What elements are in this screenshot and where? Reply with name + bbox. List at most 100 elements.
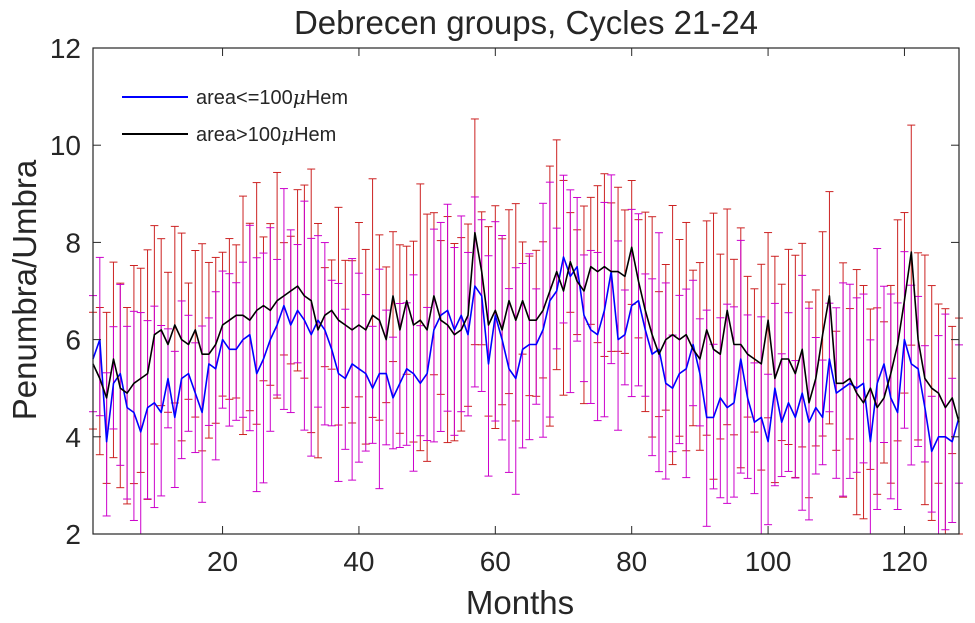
errorbar <box>852 297 861 473</box>
x-tick-label: 120 <box>881 546 928 577</box>
series-line-small-area <box>92 256 960 453</box>
axis-ticks: 20 40 60 80 100 120 2 4 6 8 10 12 <box>50 33 959 577</box>
errorbar <box>450 247 459 436</box>
errorbar <box>204 317 213 426</box>
errorbar <box>634 213 643 387</box>
errorbar <box>941 313 950 531</box>
errorbar <box>736 239 745 474</box>
errorbar <box>525 253 534 441</box>
y-tick-label: 2 <box>65 519 81 550</box>
y-axis-label: Penumbra/Umbra <box>6 159 43 420</box>
errorbar <box>518 263 527 449</box>
errorbar <box>286 229 295 414</box>
errorbar <box>429 228 438 443</box>
errorbar <box>129 310 138 521</box>
y-tick-label: 4 <box>65 422 81 453</box>
errorbar <box>859 293 868 464</box>
errorbar <box>845 283 854 479</box>
errorbar <box>620 289 629 386</box>
errorbar <box>123 325 132 500</box>
errorbar <box>804 307 813 521</box>
errorbar <box>327 279 336 427</box>
errorbar <box>948 377 957 523</box>
errorbar <box>839 282 848 497</box>
errorbar <box>491 221 500 422</box>
errorbar <box>750 362 759 495</box>
errorbar <box>586 249 595 404</box>
series-line-large-area <box>92 231 960 423</box>
errorbar <box>191 342 200 454</box>
errorbar <box>566 189 575 394</box>
errorbar <box>648 278 657 457</box>
errorbar <box>641 273 650 397</box>
errorbar <box>348 258 357 481</box>
errorbar <box>532 288 541 405</box>
errorbar <box>198 325 207 503</box>
errorbar <box>607 174 616 365</box>
y-tick-label: 10 <box>50 130 81 161</box>
errorbar <box>559 174 568 324</box>
errorbar <box>927 395 936 513</box>
x-tick-label: 20 <box>207 546 238 577</box>
errorbar <box>232 282 241 421</box>
x-tick-label: 60 <box>480 546 511 577</box>
errorbar <box>723 303 732 504</box>
plot-area <box>93 48 959 534</box>
x-tick-label: 100 <box>745 546 792 577</box>
errorbar <box>245 224 254 432</box>
errorbar <box>389 336 398 450</box>
plot-frame <box>92 47 960 535</box>
errorbar <box>579 254 588 383</box>
errorbar <box>368 325 377 444</box>
errorbar <box>511 267 520 495</box>
chart-title: Debrecen groups, Cycles 21-24 <box>294 4 758 41</box>
series-lines <box>92 231 960 453</box>
errorbar <box>259 252 268 484</box>
errorbar <box>484 255 493 477</box>
errorbar <box>716 317 725 499</box>
errorbar <box>382 309 391 446</box>
errorbar <box>675 294 684 445</box>
y-tick-label: 8 <box>65 227 81 258</box>
errorbar <box>95 256 104 417</box>
errorbar <box>320 242 329 426</box>
errorbar <box>273 258 282 396</box>
errorbar <box>764 373 773 526</box>
errorbar <box>777 353 786 478</box>
errorbar <box>873 248 882 510</box>
errorbar <box>334 282 343 482</box>
errorbar <box>791 360 800 479</box>
errorbar <box>504 288 513 473</box>
errorbar <box>416 325 425 437</box>
errorbar <box>539 202 548 438</box>
x-tick-label: 80 <box>616 546 647 577</box>
errorbar <box>682 288 691 479</box>
errorbar <box>109 326 118 430</box>
errorbar <box>279 188 288 410</box>
errorbar <box>211 291 220 461</box>
legend-label-small-area: area<=100μHem <box>196 85 348 109</box>
errorbar <box>457 215 466 413</box>
errorbar <box>702 309 711 527</box>
legend: area<=100μHem area>100μHem <box>122 85 348 146</box>
errorbar <box>354 272 363 463</box>
errorbar <box>150 305 159 509</box>
errorbar <box>300 200 309 431</box>
x-axis-label: Months <box>466 584 574 621</box>
legend-label-large-area: area>100μHem <box>196 122 336 146</box>
errorbar <box>375 268 384 490</box>
errorbar <box>170 350 179 488</box>
errorbar <box>252 257 261 493</box>
errorbar <box>477 219 486 392</box>
errorbar <box>307 237 316 457</box>
errorbar <box>811 336 820 475</box>
errorbar <box>689 279 698 407</box>
x-tick-label: 40 <box>343 546 374 577</box>
errorbar <box>293 244 302 364</box>
errorbar <box>593 251 602 422</box>
y-tick-label: 12 <box>50 33 81 64</box>
errorbar <box>266 227 275 432</box>
y-tick-label: 6 <box>65 325 81 356</box>
errorbar <box>443 203 452 412</box>
